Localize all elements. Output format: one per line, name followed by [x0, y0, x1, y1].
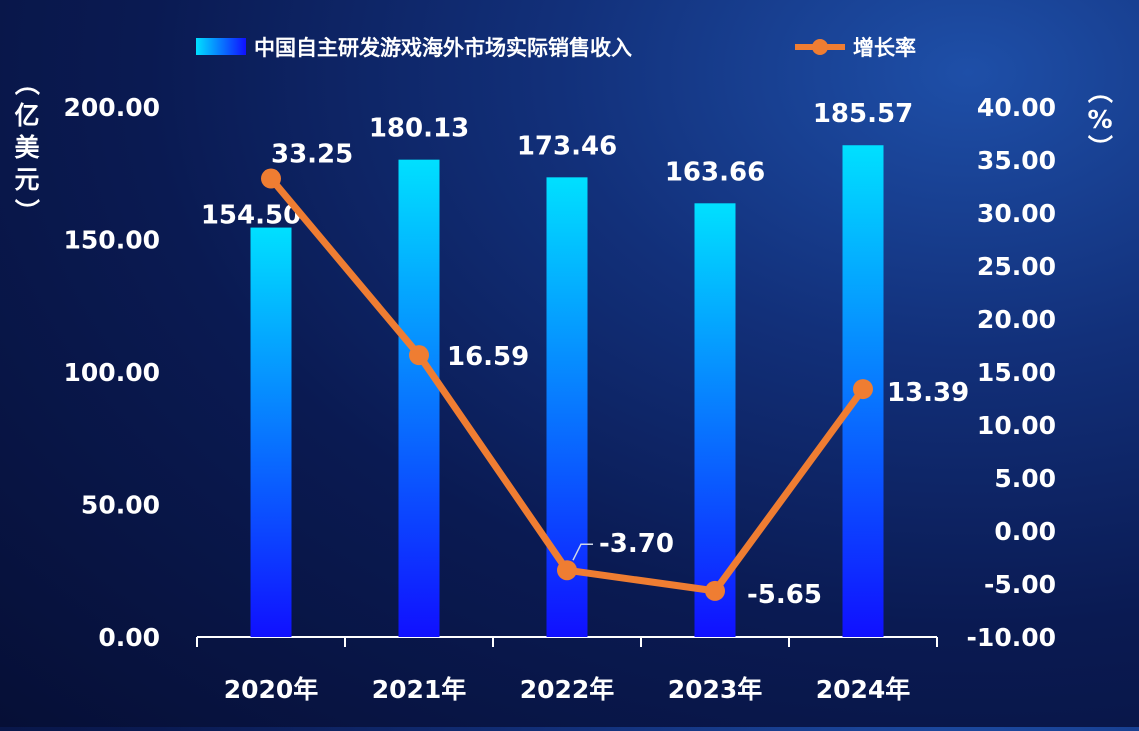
left-tick-label: 100.00: [64, 358, 160, 387]
right-tick-label: 10.00: [977, 411, 1056, 440]
growth-line-series: [261, 168, 873, 601]
x-tick-label: 2023年: [668, 675, 763, 704]
bar-value-label: 173.46: [517, 131, 617, 161]
right-axis-title-char: （: [1085, 78, 1114, 103]
legend-bar-swatch: [196, 38, 246, 55]
bar: [694, 203, 736, 637]
legend-bar-label: 中国自主研发游戏海外市场实际销售收入: [254, 36, 632, 60]
left-axis-title-char: 亿: [14, 101, 39, 130]
growth-point: [557, 560, 577, 581]
right-axis-title-char: %: [1087, 105, 1112, 134]
bar-value-labels: 154.50 180.13 173.46 163.66 185.57: [201, 99, 913, 230]
legend: 中国自主研发游戏海外市场实际销售收入 增长率: [196, 36, 916, 60]
right-tick-label: 15.00: [977, 358, 1056, 387]
bar-value-label: 154.50: [201, 201, 301, 231]
growth-value-label: 33.25: [271, 140, 353, 170]
growth-point: [409, 345, 429, 366]
left-tick-label: 50.00: [81, 491, 160, 520]
right-tick-label: 40.00: [977, 93, 1056, 122]
bar-series: [250, 145, 884, 637]
right-tick-label: 30.00: [977, 199, 1056, 228]
right-tick-label: -10.00: [967, 623, 1056, 652]
left-axis-title-char: 美: [14, 133, 39, 162]
right-tick-label: 5.00: [994, 464, 1056, 493]
left-axis-title-char: 元: [14, 165, 39, 194]
bar-value-label: 163.66: [665, 157, 765, 187]
x-tick-label: 2020年: [224, 675, 319, 704]
legend-line-marker: [812, 39, 828, 55]
bar: [398, 159, 440, 637]
bar: [250, 227, 292, 637]
bar-value-label: 185.57: [813, 99, 913, 129]
left-axis-ticks: 0.00 50.00 100.00 150.00 200.00: [64, 93, 160, 652]
growth-point: [261, 168, 281, 189]
x-tick-label: 2022年: [520, 675, 615, 704]
growth-value-label: -3.70: [599, 529, 674, 559]
left-axis-title-char: ）: [12, 198, 41, 223]
growth-value-labels: 33.25 16.59 -3.70 -5.65 13.39: [271, 140, 969, 610]
growth-point: [705, 580, 725, 601]
right-tick-label: 25.00: [977, 252, 1056, 281]
right-axis-ticks: -10.00 -5.00 0.00 5.00 10.00 15.00 20.00 25.00 3…: [967, 93, 1056, 652]
right-tick-label: 35.00: [977, 146, 1056, 175]
growth-point: [853, 379, 873, 400]
x-tick-label: 2024年: [816, 675, 911, 704]
label-leader-line: [572, 543, 593, 561]
right-axis-title-char: ）: [1085, 134, 1114, 159]
left-tick-label: 150.00: [64, 226, 160, 255]
growth-value-label: -5.65: [747, 580, 822, 610]
left-axis-title: （ 亿美元 ）: [12, 70, 41, 223]
bar-value-label: 180.13: [369, 114, 469, 144]
legend-line-label: 增长率: [853, 36, 916, 60]
left-axis-title-char: （: [12, 70, 41, 95]
left-tick-label: 200.00: [64, 93, 160, 122]
x-tick-label: 2021年: [372, 675, 467, 704]
growth-value-label: 13.39: [887, 378, 969, 408]
x-axis: 2020年 2021年 2022年 2023年 2024年: [196, 636, 938, 704]
right-tick-label: 20.00: [977, 305, 1056, 334]
growth-value-label: 16.59: [447, 342, 529, 372]
right-tick-label: 0.00: [994, 517, 1056, 546]
right-axis-title: （%）: [1085, 78, 1114, 159]
left-tick-label: 0.00: [98, 623, 160, 652]
right-tick-label: -5.00: [984, 570, 1056, 599]
